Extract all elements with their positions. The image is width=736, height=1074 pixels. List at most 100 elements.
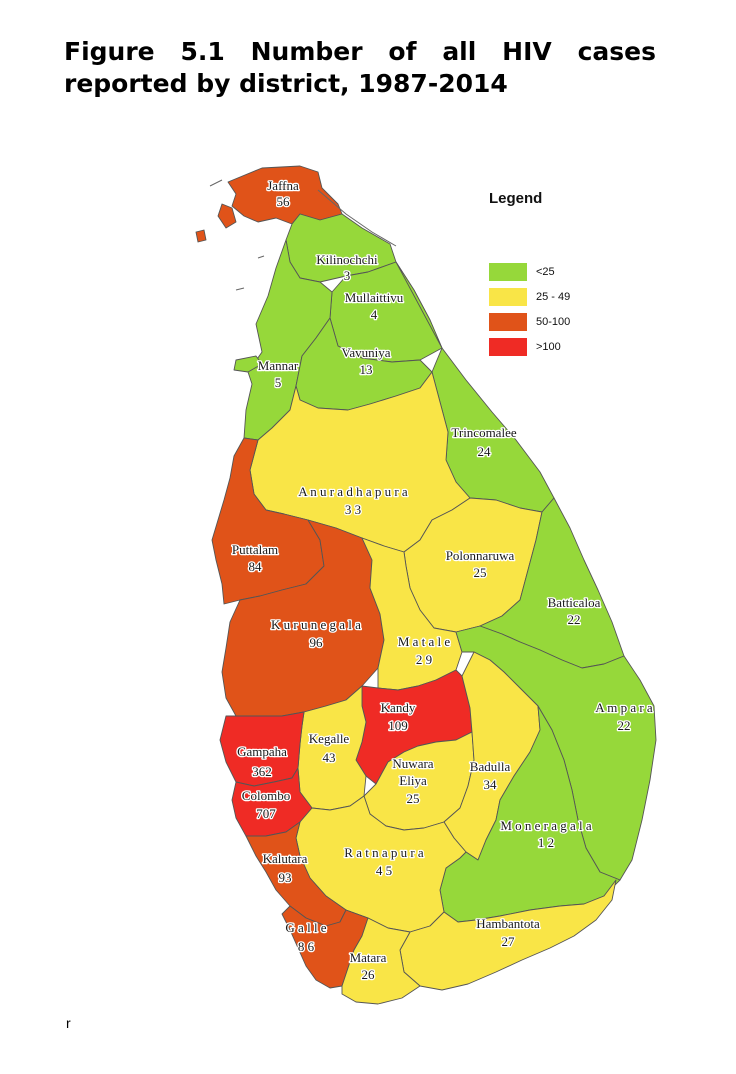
district-name: Kegalle bbox=[309, 731, 350, 746]
district-cases: 1 2 bbox=[538, 835, 554, 850]
district-label-batticaloa: Batticaloa 22 bbox=[546, 594, 602, 629]
district-label-colombo: Colombo 707 bbox=[240, 787, 291, 823]
lagoon-line bbox=[209, 179, 223, 187]
region-jaffna-islet bbox=[195, 229, 207, 243]
district-cases: 3 3 bbox=[345, 502, 361, 517]
district-cases: 4 5 bbox=[376, 863, 392, 878]
district-label-kandy: Kandy 109 bbox=[379, 699, 417, 735]
district-cases: 96 bbox=[310, 635, 324, 650]
district-name: M o n e r a g a l a bbox=[500, 818, 592, 833]
district-cases: 25 bbox=[474, 565, 487, 580]
district-name: M a t a l e bbox=[398, 634, 451, 649]
district-cases: 2 9 bbox=[416, 652, 432, 667]
district-name: Jaffna bbox=[267, 178, 299, 193]
district-name: Mullaittivu bbox=[345, 290, 404, 305]
district-name: Nuwara Eliya bbox=[392, 756, 433, 788]
district-label-moneragala: M o n e r a g a l a 1 2 bbox=[499, 817, 593, 852]
district-cases: 27 bbox=[502, 934, 516, 949]
district-name: Puttalam bbox=[232, 542, 278, 557]
district-cases: 24 bbox=[478, 444, 492, 459]
title-line-2: reported by district, 1987-2014 bbox=[64, 69, 508, 98]
district-cases: 22 bbox=[618, 718, 631, 733]
district-cases: 25 bbox=[407, 791, 420, 806]
district-cases: 93 bbox=[279, 870, 292, 885]
legend-swatch bbox=[489, 288, 527, 306]
district-name: Kalutara bbox=[263, 851, 308, 866]
district-cases: 5 bbox=[275, 375, 282, 390]
district-cases: 22 bbox=[568, 612, 581, 627]
region-jaffna-islet bbox=[217, 203, 237, 229]
district-cases: 56 bbox=[277, 194, 291, 209]
district-label-anuradhapura: A n u r a d h a p u r a 3 3 bbox=[297, 483, 409, 519]
region-mannar-island bbox=[233, 355, 263, 373]
title-word: 5.1 bbox=[180, 37, 225, 66]
district-name: K u r u n e g a l a bbox=[271, 617, 361, 632]
title-word: cases bbox=[577, 37, 656, 66]
district-name: Trincomalee bbox=[451, 425, 516, 440]
title-line-1: Figure 5.1 Number of all HIV cases bbox=[64, 36, 656, 68]
district-label-kilinochchi: Kilinochchi 3 bbox=[315, 251, 379, 285]
district-label-hambantota: Hambantota 27 bbox=[475, 915, 541, 951]
district-name: Mannar bbox=[258, 358, 299, 373]
legend-swatch bbox=[489, 313, 527, 331]
legend-swatch bbox=[489, 263, 527, 281]
district-name: Colombo bbox=[242, 788, 290, 803]
district-name: Badulla bbox=[470, 759, 511, 774]
legend-label: 50-100 bbox=[536, 316, 571, 328]
district-label-jaffna: Jaffna 56 bbox=[266, 177, 300, 211]
district-label-ratnapura: R a t n a p u r a 4 5 bbox=[343, 844, 425, 880]
district-name: Kandy bbox=[381, 700, 416, 715]
title-word: Number bbox=[250, 37, 363, 66]
district-label-kalutara: Kalutara 93 bbox=[261, 850, 309, 887]
district-label-vavuniya: Vavuniya 13 bbox=[340, 344, 392, 379]
coast-lines bbox=[209, 179, 397, 291]
district-name: A n u r a d h a p u r a bbox=[298, 484, 408, 499]
district-name: A m p a r a bbox=[595, 700, 653, 715]
legend-label: <25 bbox=[536, 266, 555, 278]
district-cases: 84 bbox=[249, 559, 263, 574]
legend-swatch bbox=[489, 338, 527, 356]
title-word: of bbox=[388, 37, 417, 66]
lagoon-line bbox=[257, 255, 265, 259]
district-cases: 707 bbox=[256, 806, 276, 821]
district-name: Hambantota bbox=[476, 916, 540, 931]
district-name: Batticaloa bbox=[548, 595, 601, 610]
legend-title: Legend bbox=[489, 190, 543, 207]
district-name: G a l l e bbox=[285, 920, 326, 935]
district-cases: 8 6 bbox=[298, 939, 315, 954]
district-regions bbox=[195, 165, 657, 1005]
legend-item: <25 bbox=[489, 263, 555, 281]
district-label-nuwara-eliya: Nuwara Eliya 25 bbox=[391, 755, 435, 808]
district-name: Kilinochchi bbox=[316, 252, 378, 267]
district-cases: 43 bbox=[323, 750, 336, 765]
title-word: all bbox=[442, 37, 477, 66]
district-name: Gampaha bbox=[237, 744, 287, 759]
district-name: Polonnaruwa bbox=[446, 548, 515, 563]
district-label-galle: G a l l e 8 6 bbox=[284, 919, 328, 956]
district-cases: 34 bbox=[484, 777, 498, 792]
district-label-mullaittivu: Mullaittivu 4 bbox=[343, 289, 405, 324]
district-label-matale: M a t a l e 2 9 bbox=[397, 633, 452, 669]
title-word: Figure bbox=[64, 37, 155, 66]
legend-item: >100 bbox=[489, 338, 561, 356]
district-name: R a t n a p u r a bbox=[344, 845, 424, 860]
lagoon-line bbox=[235, 287, 245, 291]
district-cases: 362 bbox=[252, 764, 272, 779]
district-label-mannar: Mannar 5 bbox=[256, 357, 300, 392]
figure-title: Figure 5.1 Number of all HIV cases repor… bbox=[64, 36, 656, 100]
district-label-ampara: A m p a r a 22 bbox=[594, 699, 654, 735]
district-cases: 3 bbox=[344, 268, 351, 283]
page-mark: r bbox=[66, 1015, 71, 1031]
district-cases: 26 bbox=[362, 967, 376, 982]
district-name-line: Nuwara bbox=[392, 756, 433, 771]
district-label-gampaha: Gampaha 362 bbox=[236, 743, 289, 781]
region-matara bbox=[341, 909, 421, 1005]
district-label-kegalle: Kegalle 43 bbox=[307, 730, 350, 767]
legend-item: 50-100 bbox=[489, 313, 570, 331]
district-label-polonnaruwa: Polonnaruwa 25 bbox=[444, 547, 515, 582]
district-cases: 4 bbox=[371, 307, 378, 322]
legend-item: 25 - 49 bbox=[489, 288, 570, 306]
district-label-puttalam: Puttalam 84 bbox=[231, 541, 280, 576]
district-cases: 109 bbox=[388, 718, 408, 733]
